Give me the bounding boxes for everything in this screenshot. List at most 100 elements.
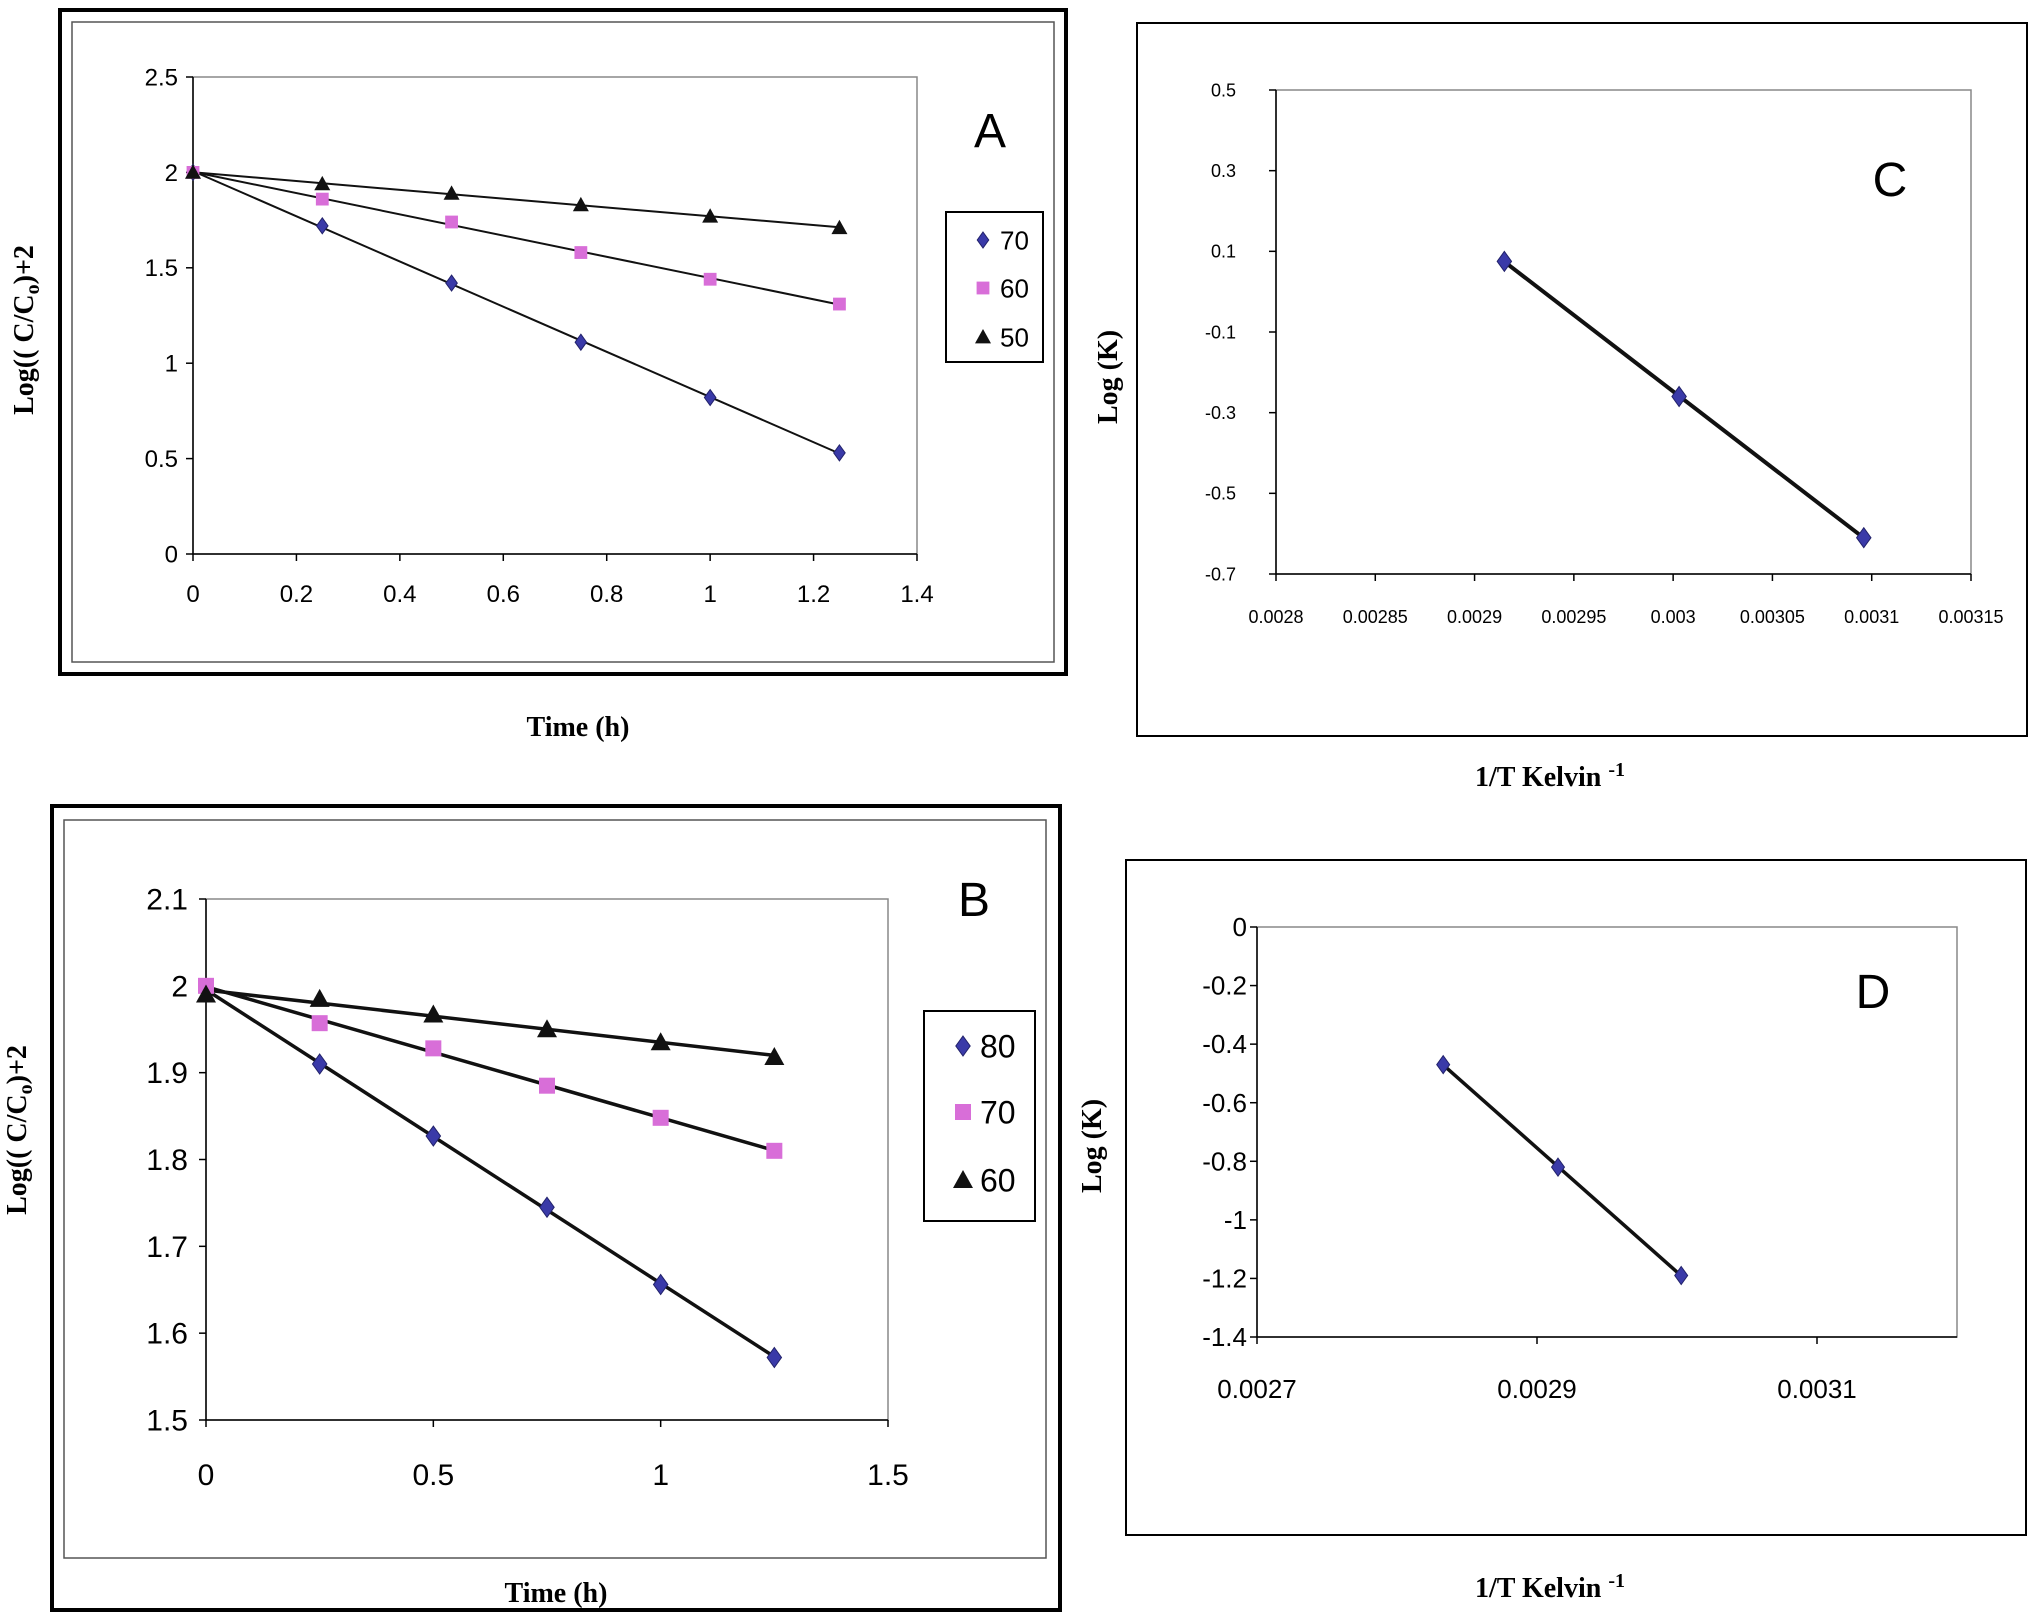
panel-b-point-80 (539, 1196, 555, 1219)
panel-c-x-tick-label: 0.0029 (1447, 607, 1502, 627)
panel-a-y-tick-label: 0.5 (145, 446, 178, 473)
panel-c-letter: C (1873, 154, 1908, 207)
panel-b-y-tick-label: 2.1 (146, 884, 188, 917)
panel-a-ylabel-tail: )+2 (9, 245, 40, 284)
panel-a-point-60 (833, 297, 846, 311)
panel-d-y-tick-label: -0.8 (1202, 1146, 1247, 1176)
panel-c-y-tick-label: 0.1 (1211, 242, 1236, 262)
panel-a-point-50 (443, 185, 460, 200)
panel-b-letter: B (958, 874, 990, 927)
panel-a-legend-box (945, 211, 1044, 363)
panel-a-point-50 (314, 175, 331, 191)
panel-c-x-tick-label: 0.00295 (1541, 607, 1606, 627)
panel-d-x-tick-label: 0.0027 (1217, 1374, 1297, 1404)
panel-c-y-tick-label: 0.5 (1211, 80, 1236, 100)
panel-d-x-tick-label: 0.0031 (1777, 1374, 1857, 1404)
panel-d-y-tick-label: -1.2 (1202, 1264, 1247, 1294)
panel-b-x-tick-label: 1.5 (867, 1459, 909, 1492)
panel-a-fit-line-70 (192, 170, 840, 455)
panel-a-point-70 (445, 274, 458, 292)
panel-b-ylabel-sub: o (15, 1084, 37, 1094)
panel-b-fit-line-70 (205, 985, 775, 1153)
panel-b-legend-marker-80 (955, 1035, 971, 1057)
panel-a-point-70 (315, 216, 329, 235)
panel-a-point-70 (703, 388, 717, 407)
panel-c-ylabel: Log (K) (1093, 330, 1124, 424)
panel-d-x-tick-label: 0.0029 (1497, 1374, 1577, 1404)
panel-a-outer-frame (58, 8, 1068, 676)
panel-a: 0 0.5 1 1.5 2 2.5 0 0.2 0.4 0.6 0.8 1 1.2 1.4 A 70 60… (9, 8, 1068, 743)
panel-a-x-ticks: 0 0.2 0.4 0.6 0.8 1 1.2 1.4 (186, 77, 934, 608)
panel-b-xlabel: Time (h) (505, 1578, 608, 1609)
panel-b-point-60 (309, 988, 330, 1007)
panel-a-legend-label-50: 50 (1000, 322, 1029, 352)
panel-a-point-60 (574, 246, 588, 259)
panel-c-x-ticks: 0.0028 0.00285 0.0029 0.00295 0.003 0.00305 0.… (1248, 90, 2004, 627)
panel-a-inner-frame (71, 21, 1055, 663)
panel-c-y-tick-label: 0.3 (1211, 161, 1236, 181)
panel-d-y-ticks: -1.4 -1.2 -1 -0.8 -0.6 -0.4 -0.2 0 (1202, 912, 1257, 1352)
panel-d-x-ticks: 0.0027 0.0029 0.0031 (1217, 927, 1957, 1404)
panel-a-x-tick-label: 1.4 (900, 581, 933, 608)
panel-c-y-tick-label: -0.7 (1205, 564, 1236, 584)
panel-a-legend-label-60: 60 (1000, 273, 1029, 303)
panel-b-plot-area (205, 898, 889, 1421)
panel-d-point-Log K (1436, 1054, 1451, 1075)
panel-d-y-tick-label: 0 (1233, 912, 1247, 942)
panel-a-point-60 (315, 192, 329, 206)
panel-b-y-tick-label: 1.6 (146, 1318, 188, 1351)
panel-b-point-60 (537, 1019, 557, 1038)
panel-a-point-50 (185, 164, 201, 179)
panel-a-fit-lines (192, 170, 840, 455)
panel-c-x-tick-label: 0.00315 (1938, 607, 2003, 627)
panel-a-plot-area (192, 76, 918, 555)
panel-a-fit-line-60 (192, 170, 840, 306)
panel-b-point-60 (650, 1032, 671, 1051)
panel-b-data-points (196, 977, 785, 1369)
panel-b-point-60 (423, 1004, 444, 1023)
panel-a-ylabel: Log(( C/Co)+2 (9, 245, 44, 415)
panel-b-point-70 (311, 1015, 328, 1032)
panel-b-point-70 (766, 1142, 783, 1159)
panel-c-y-tick-label: -0.3 (1205, 403, 1236, 423)
panel-c-y-tick-label: -0.1 (1205, 322, 1236, 342)
panel-c: -0.7-0.5-0.3-0.10.10.30.5 0.0028 0.00285 0… (1093, 22, 2028, 793)
panel-c-plot-area (1275, 89, 1972, 575)
panel-d-xlabel: 1/T Kelvin -1 (1475, 1570, 1625, 1604)
panel-b-x-tick-label: 0 (198, 1459, 215, 1492)
panel-d-y-tick-label: -0.2 (1202, 971, 1247, 1001)
panel-c-x-tick-label: 0.0031 (1844, 607, 1899, 627)
panel-b-y-tick-label: 1.7 (146, 1231, 188, 1264)
panel-b-legend-label-70: 70 (980, 1095, 1016, 1131)
panel-d-frame (1125, 859, 2027, 1536)
panel-d-data-points (1436, 1054, 1689, 1286)
panel-a-fit-line-50 (192, 171, 840, 229)
panel-b-point-60 (196, 984, 216, 1003)
panel-a-y-tick-label: 0 (165, 541, 178, 568)
panel-b-legend: 80 70 60 (953, 1029, 1016, 1199)
panel-d: -1.4 -1.2 -1 -0.8 -0.6 -0.4 -0.2 0 0.0027 0.0029… (1077, 859, 2027, 1604)
panel-b-point-70 (539, 1077, 555, 1094)
panel-b-inner-frame (63, 819, 1047, 1559)
panel-a-y-ticks: 0 0.5 1 1.5 2 2.5 (145, 64, 193, 568)
panel-d-xlabel-main: 1/T Kelvin (1475, 1573, 1608, 1604)
panel-b-y-ticks: 1.5 1.6 1.7 1.8 1.9 2 2.1 (146, 884, 206, 1438)
panel-d-plot-area (1256, 926, 1958, 1338)
panel-a-x-tick-label: 0 (186, 581, 199, 608)
panel-c-point-Log K (1855, 526, 1872, 549)
panel-a-point-50 (572, 196, 589, 212)
panel-b-legend-box (923, 1010, 1036, 1222)
panel-c-x-tick-label: 0.0028 (1248, 607, 1303, 627)
panel-a-legend-label-70: 70 (1000, 225, 1029, 255)
panel-d-y-tick-label: -1.4 (1202, 1322, 1247, 1352)
panel-a-x-tick-label: 0.2 (280, 581, 313, 608)
panel-a-xlabel: Time (h) (527, 712, 630, 743)
panel-a-ylabel-main: Log(( C/C (9, 294, 40, 415)
panel-a-x-tick-label: 1 (703, 581, 716, 608)
panel-a-point-60 (445, 215, 458, 229)
panel-b: 1.5 1.6 1.7 1.8 1.9 2 2.1 0 0.5 1 1.5 B 80 70 60 Lo… (2, 804, 1062, 1612)
panel-b-y-tick-label: 1.9 (146, 1057, 188, 1090)
panel-b-legend-marker-70 (955, 1104, 971, 1120)
panel-b-fit-line-60 (205, 988, 775, 1058)
